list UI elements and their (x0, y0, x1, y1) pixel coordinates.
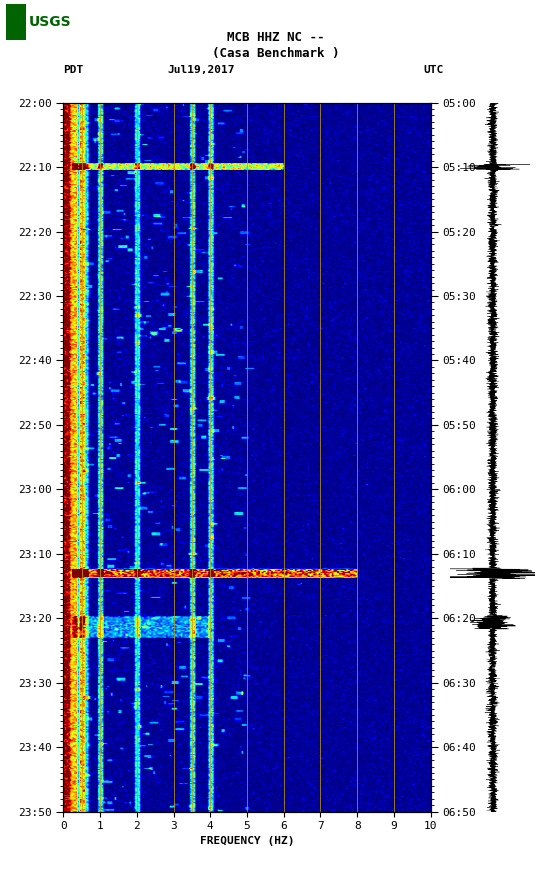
Text: PDT: PDT (63, 64, 84, 75)
Text: USGS: USGS (29, 15, 71, 29)
Text: UTC: UTC (423, 64, 443, 75)
Text: MCB HHZ NC --: MCB HHZ NC -- (227, 31, 325, 44)
X-axis label: FREQUENCY (HZ): FREQUENCY (HZ) (200, 836, 294, 846)
Text: (Casa Benchmark ): (Casa Benchmark ) (213, 47, 339, 60)
Text: Jul19,2017: Jul19,2017 (168, 64, 235, 75)
FancyBboxPatch shape (6, 4, 25, 40)
